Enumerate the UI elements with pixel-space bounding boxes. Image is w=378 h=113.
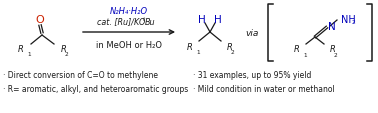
- Text: cat. [Ru]/KO: cat. [Ru]/KO: [97, 17, 145, 26]
- Text: R: R: [330, 45, 336, 54]
- Text: · R= aromatic, alkyl, and heteroaromatic groups: · R= aromatic, alkyl, and heteroaromatic…: [3, 85, 188, 94]
- Text: R: R: [61, 44, 67, 53]
- Text: in MeOH or H₂O: in MeOH or H₂O: [96, 40, 162, 49]
- Text: R: R: [187, 42, 193, 51]
- Text: R: R: [227, 42, 233, 51]
- Text: 2: 2: [334, 53, 338, 58]
- Text: O: O: [36, 15, 44, 25]
- Text: 1: 1: [303, 53, 307, 58]
- Text: t: t: [143, 17, 145, 22]
- Text: R: R: [18, 44, 24, 53]
- Text: H: H: [198, 15, 206, 25]
- Text: 2: 2: [231, 50, 235, 54]
- Text: R: R: [294, 45, 300, 54]
- Text: 1: 1: [196, 50, 200, 54]
- Text: NH: NH: [341, 15, 356, 25]
- Text: Bu: Bu: [145, 17, 156, 26]
- Text: via: via: [245, 28, 259, 37]
- Text: · Mild condition in water or methanol: · Mild condition in water or methanol: [193, 85, 335, 94]
- Text: · Direct conversion of C=O to methylene: · Direct conversion of C=O to methylene: [3, 71, 158, 80]
- Text: 2: 2: [65, 52, 69, 56]
- Text: N₂H₄·H₂O: N₂H₄·H₂O: [110, 6, 148, 15]
- Text: H: H: [214, 15, 222, 25]
- Text: · 31 examples, up to 95% yield: · 31 examples, up to 95% yield: [193, 71, 311, 80]
- Text: 2: 2: [352, 19, 356, 24]
- Text: 1: 1: [27, 52, 31, 56]
- Text: N: N: [328, 22, 336, 32]
